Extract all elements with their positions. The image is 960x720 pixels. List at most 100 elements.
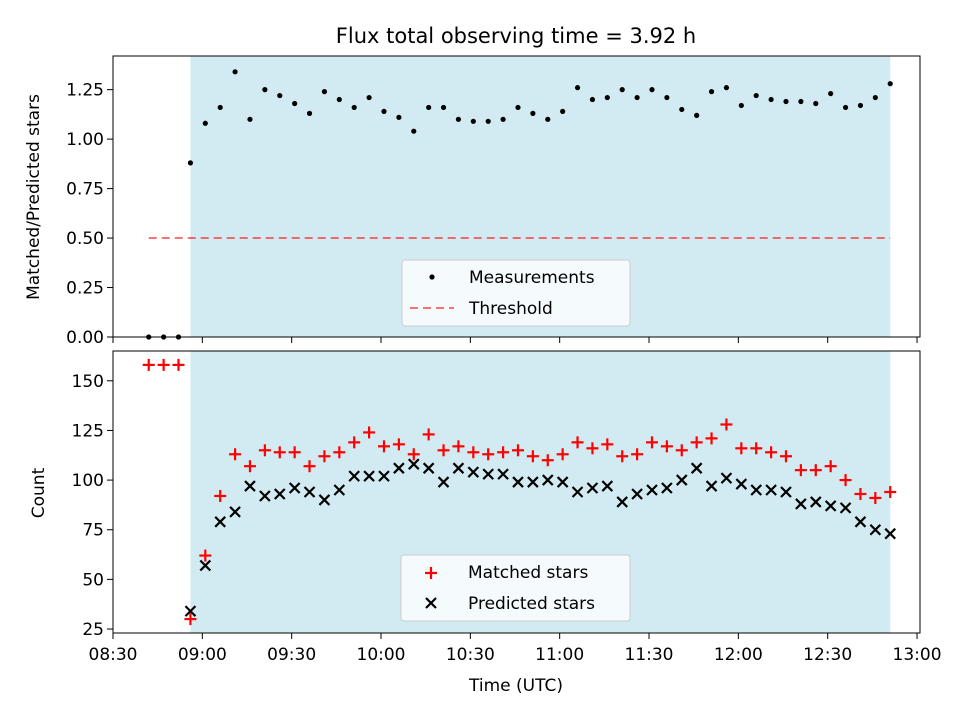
matched-star-point bbox=[229, 448, 242, 461]
predicted-star-point bbox=[765, 484, 777, 496]
predicted-star-point bbox=[527, 476, 539, 488]
matched-star-point bbox=[675, 444, 688, 457]
predicted-star-point bbox=[780, 486, 792, 498]
measurement-point bbox=[485, 118, 491, 124]
matched-star-point bbox=[765, 446, 778, 459]
measurement-point bbox=[187, 160, 194, 166]
predicted-star-point bbox=[854, 516, 867, 528]
predicted-star-point bbox=[467, 466, 480, 478]
matched-star-point bbox=[392, 438, 405, 451]
bottom-legend: Matched stars Predicted stars bbox=[400, 554, 631, 622]
matched-star-point bbox=[794, 464, 807, 477]
predicted-star-point bbox=[363, 470, 375, 482]
top-legend: Measurements Threshold bbox=[401, 259, 631, 327]
matched-star-point bbox=[571, 436, 584, 449]
predicted-star-point bbox=[199, 559, 212, 572]
legend-label-measurements: Measurements bbox=[469, 268, 595, 288]
matched-star-point bbox=[824, 460, 837, 473]
bottom-axes-frame bbox=[112, 350, 921, 634]
predicted-star-point bbox=[705, 480, 718, 492]
measurement-point bbox=[381, 108, 387, 115]
predicted-star-point bbox=[333, 484, 346, 496]
matched-star-point bbox=[452, 440, 465, 453]
measurement-point bbox=[440, 104, 447, 111]
measurement-point bbox=[455, 116, 462, 122]
matched-star-point bbox=[437, 444, 450, 457]
bottom-xtick-label: 09:00 bbox=[178, 645, 227, 665]
predicted-star-point bbox=[348, 470, 360, 482]
predicted-star-point bbox=[244, 480, 256, 492]
matched-star-point bbox=[482, 448, 495, 461]
legend-label-matched: Matched stars bbox=[468, 563, 588, 583]
matched-star-point bbox=[333, 446, 346, 459]
matched-star-point bbox=[779, 450, 792, 463]
measurement-point bbox=[262, 87, 268, 93]
top-ytick-label: 1.00 bbox=[66, 130, 104, 150]
measurement-point bbox=[396, 114, 402, 120]
predicted-star-point bbox=[571, 486, 584, 498]
predicted-star-point bbox=[184, 605, 197, 617]
predicted-star-point bbox=[795, 498, 807, 510]
matched-star-point bbox=[184, 613, 197, 626]
predicted-star-point bbox=[452, 462, 465, 474]
measurement-point bbox=[426, 104, 432, 111]
bottom-ticks-layer: 25 50 75 100 125 150 08:30 09:00 09:30 10:00 10:30… bbox=[72, 372, 942, 665]
top-ytick-label: 0.50 bbox=[66, 229, 104, 249]
measurement-point bbox=[202, 120, 208, 126]
measurement-point bbox=[872, 94, 878, 101]
legend-label-threshold: Threshold bbox=[468, 299, 553, 319]
top-ytick-label: 0.00 bbox=[66, 328, 104, 348]
measurement-point bbox=[887, 81, 893, 87]
matched-star-point bbox=[869, 491, 882, 504]
bottom-ytick-label: 150 bbox=[72, 372, 104, 392]
predicted-star-point bbox=[259, 490, 271, 502]
matched-star-point bbox=[705, 432, 718, 445]
measurement-point bbox=[753, 92, 759, 99]
bottom-xtick-label: 11:00 bbox=[535, 645, 584, 665]
measurement-point bbox=[768, 96, 774, 103]
bottom-xlabel: Time (UTC) bbox=[468, 676, 563, 696]
matched-star-point bbox=[631, 448, 644, 461]
measurement-point bbox=[723, 85, 730, 91]
matched-star-point bbox=[303, 460, 316, 473]
measurement-point bbox=[292, 100, 298, 107]
predicted-star-point bbox=[482, 468, 494, 480]
top-ticks-layer: 0.00 0.25 0.50 0.75 1.00 1.25 bbox=[66, 81, 918, 348]
legend-label-predicted: Predicted stars bbox=[468, 594, 595, 614]
predicted-star-point bbox=[229, 506, 241, 518]
bottom-ytick-label: 25 bbox=[82, 620, 104, 640]
measurement-point bbox=[738, 102, 744, 109]
predicted-star-point bbox=[824, 500, 837, 512]
matched-star-point bbox=[809, 464, 822, 477]
matched-star-point bbox=[497, 446, 510, 459]
bottom-legend-box bbox=[400, 554, 631, 622]
matched-star-point bbox=[142, 358, 155, 371]
matched-star-point bbox=[258, 444, 271, 457]
matched-star-point bbox=[273, 446, 286, 459]
bottom-ytick-label: 100 bbox=[72, 471, 104, 491]
measurement-point bbox=[694, 112, 700, 118]
bottom-data-layer bbox=[142, 358, 897, 626]
predicted-star-point bbox=[303, 486, 316, 498]
matched-star-point bbox=[660, 440, 673, 453]
predicted-star-point bbox=[393, 462, 405, 474]
measurement-point bbox=[634, 94, 640, 101]
measurement-point bbox=[664, 94, 670, 101]
measurement-point bbox=[649, 87, 655, 93]
predicted-star-point bbox=[601, 480, 614, 492]
bottom-xtick-label: 10:00 bbox=[357, 645, 406, 665]
predicted-star-point bbox=[661, 482, 673, 494]
measurement-point bbox=[515, 104, 521, 111]
predicted-star-point bbox=[884, 527, 896, 540]
matched-star-point bbox=[363, 426, 376, 439]
predicted-star-point bbox=[378, 470, 390, 482]
measurement-point bbox=[708, 89, 715, 95]
predicted-star-point bbox=[512, 476, 524, 488]
bottom-panel: 25 50 75 100 125 150 08:30 09:00 09:30 10:00 10:30… bbox=[29, 350, 942, 696]
predicted-star-point bbox=[422, 462, 435, 474]
measurement-point bbox=[842, 104, 849, 111]
matched-star-point bbox=[839, 474, 852, 487]
matched-star-point bbox=[690, 436, 703, 449]
matched-star-point bbox=[720, 418, 733, 431]
